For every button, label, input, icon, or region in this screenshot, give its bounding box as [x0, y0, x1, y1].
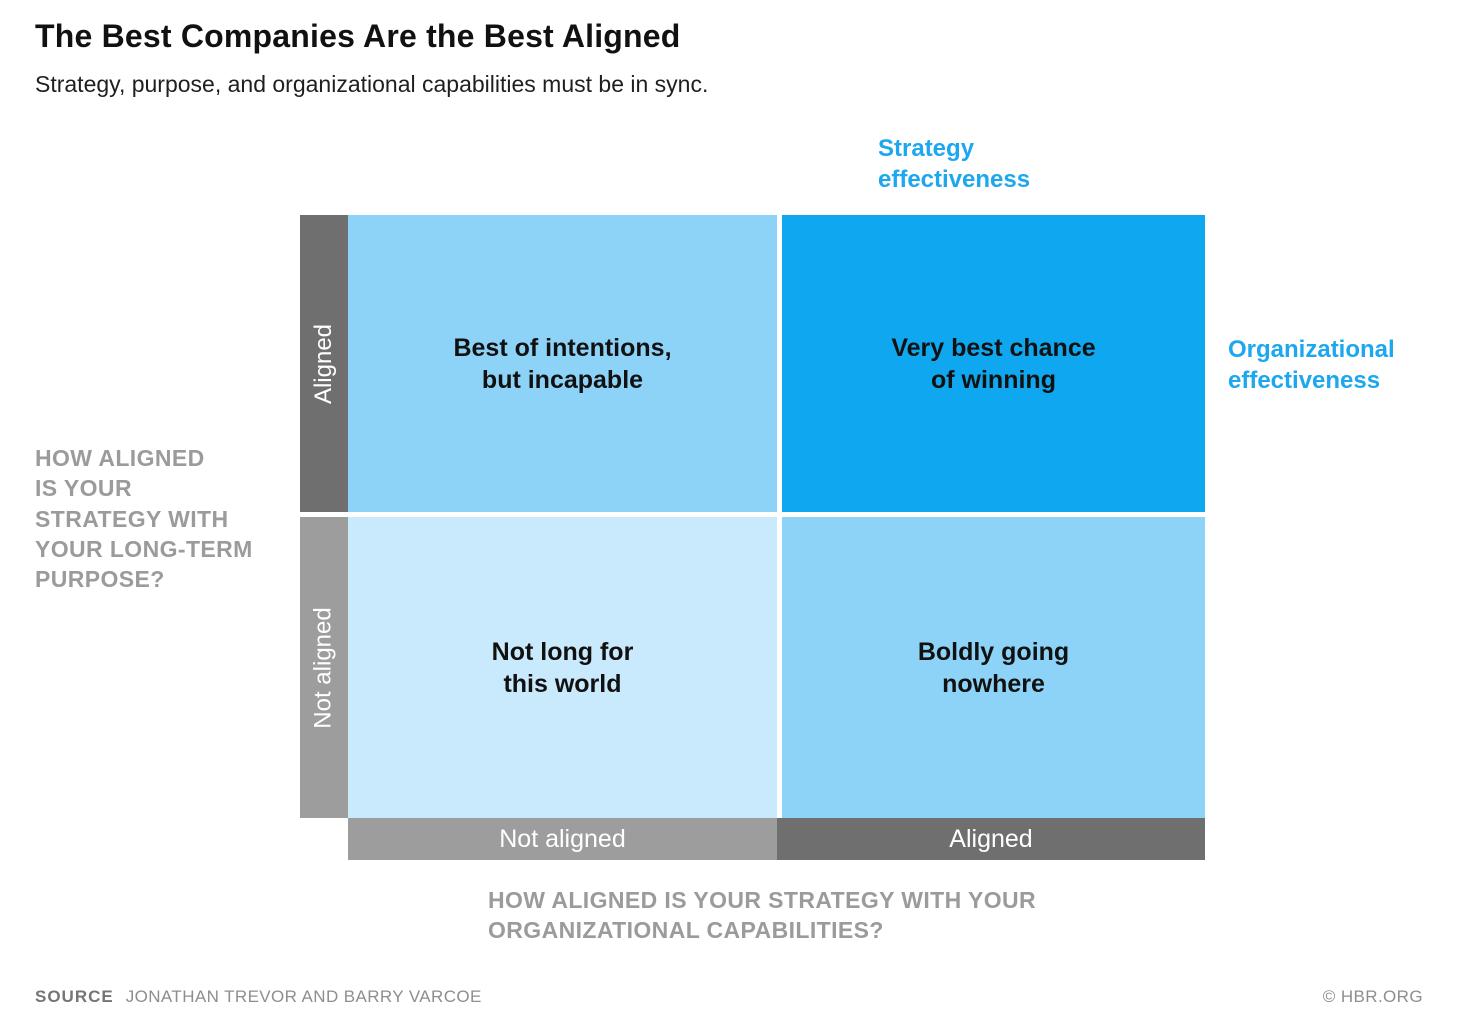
x-axis-bar-aligned: Aligned [777, 818, 1205, 860]
quadrant-bottom-left-label: Not long for this world [491, 637, 634, 698]
footer-source-text: JONATHAN TREVOR AND BARRY VARCOE [125, 987, 482, 1006]
x-axis-bar-not-aligned-label: Not aligned [499, 824, 626, 853]
x-axis-bar-not-aligned: Not aligned [348, 818, 777, 860]
quadrant-bottom-right: Boldly going nowhere [782, 517, 1205, 818]
footer-credit: © HBR.ORG [1322, 987, 1423, 1006]
y-axis-strip-not-aligned-label: Not aligned [310, 606, 338, 729]
y-axis-strip-aligned-label: Aligned [310, 323, 337, 404]
footer-source-label: SOURCE [35, 987, 114, 1006]
quadrant-bottom-right-label: Boldly going nowhere [917, 637, 1070, 698]
y-axis-strip-not-aligned: Not aligned [300, 517, 348, 818]
quadrant-top-right-label: Very best chance of winning [891, 333, 1096, 394]
quadrant-top-right: Very best chance of winning [782, 215, 1205, 512]
y-axis-strip-aligned: Aligned [300, 215, 348, 512]
strategy-effectiveness-label: Strategy effectiveness [878, 135, 1031, 194]
x-axis-bar-aligned-label: Aligned [949, 824, 1033, 853]
page-title: The Best Companies Are the Best Aligned [35, 18, 681, 54]
quadrant-bottom-left: Not long for this world [348, 517, 777, 818]
x-axis-question: HOW ALIGNED IS YOUR STRATEGY WITH YOUR O… [488, 887, 1037, 944]
quadrant-top-left: Best of intentions, but incapable [348, 215, 777, 512]
organizational-effectiveness-label: Organizational effectiveness [1228, 336, 1395, 395]
y-axis-question: HOW ALIGNED IS YOUR STRATEGY WITH YOUR L… [35, 445, 253, 593]
page-subtitle: Strategy, purpose, and organizational ca… [35, 71, 709, 97]
quadrant-top-left-label: Best of intentions, but incapable [453, 333, 672, 394]
footer-source: SOURCE JONATHAN TREVOR AND BARRY VARCOE [35, 987, 482, 1007]
